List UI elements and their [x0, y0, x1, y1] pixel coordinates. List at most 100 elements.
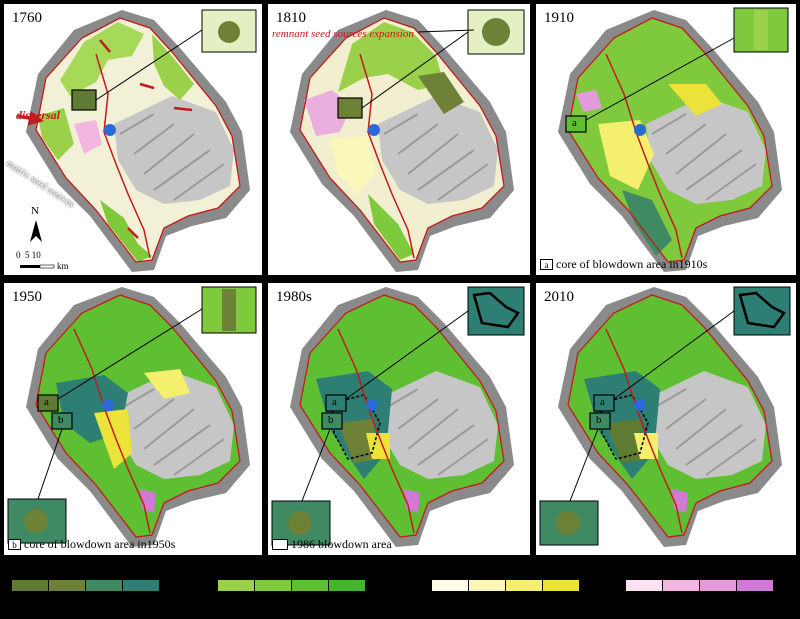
- panel-year: 1760: [12, 10, 42, 26]
- legend-group-4: [626, 580, 773, 591]
- pink-patch: [74, 120, 102, 154]
- inset-leader: [37, 428, 63, 500]
- panel-year: 2010: [544, 289, 574, 305]
- caption-key: [272, 539, 288, 550]
- map-panel-1810: 1810 remnant seed sources expansion: [268, 4, 530, 275]
- inset-box-b: [321, 412, 343, 430]
- olive-zone: [418, 72, 464, 114]
- map-1760: [17, 9, 257, 272]
- yellow-zone: [598, 120, 654, 190]
- edge-green: [38, 108, 74, 160]
- edge-green: [60, 22, 144, 96]
- inset-leader: [585, 37, 735, 121]
- inset-leader: [345, 310, 469, 400]
- edge-green: [100, 200, 152, 262]
- relief-texture: [651, 113, 757, 201]
- inset-leader: [95, 29, 203, 101]
- arrow: [127, 227, 139, 239]
- legend-group-3: [432, 580, 579, 591]
- yellow-zone: [144, 369, 190, 399]
- center-marker: [368, 124, 380, 136]
- boundary-line: [299, 294, 505, 538]
- box-label-a: a: [600, 396, 605, 408]
- map-1980s: [271, 286, 525, 547]
- boundary-line: [567, 294, 773, 538]
- inner-boundary: [605, 328, 683, 534]
- map-panel-1760: 1760 dispersal matrix seed sources N 0 5…: [4, 4, 262, 275]
- legend-swatch: [700, 580, 736, 591]
- center-marker: [102, 399, 114, 411]
- inset-box: [71, 89, 97, 111]
- map-1910: [558, 7, 789, 272]
- inner-boundary: [359, 53, 415, 259]
- boundary-line: [35, 294, 241, 538]
- legend-swatch: [86, 580, 122, 591]
- box-label-a: a: [332, 396, 337, 408]
- legend-swatch: [123, 580, 159, 591]
- inner-boundary: [337, 328, 415, 534]
- map-panel-2010: 2010 a b: [536, 283, 796, 555]
- relief-texture: [383, 113, 489, 201]
- teal-zone: [622, 190, 672, 256]
- relief-texture: [119, 388, 225, 476]
- legend-swatch: [469, 580, 505, 591]
- inset-box-a: [593, 394, 615, 412]
- map-1810: [290, 9, 525, 272]
- green-zone: [338, 22, 444, 92]
- legend-swatch: [626, 580, 662, 591]
- inset-box: [337, 97, 363, 119]
- north-arrow-icon: [30, 220, 42, 242]
- label-dispersal: dispersal: [16, 108, 61, 122]
- inset-box-a: [37, 394, 59, 412]
- legend-swatch: [49, 580, 85, 591]
- pink-zone: [576, 90, 602, 112]
- scale-bar: [39, 264, 55, 269]
- legend-group-1: [12, 580, 159, 591]
- map-2010: [539, 286, 791, 547]
- panel-year: 1950: [12, 289, 42, 305]
- yellow-zone: [330, 136, 376, 194]
- scale-ticks: 0 5 10: [16, 250, 41, 260]
- map-panel-1980s: 1980s a b 1986 blowdown area: [268, 283, 530, 555]
- relief-texture: [383, 388, 489, 476]
- edge-green: [152, 34, 194, 100]
- yellow-zone: [668, 84, 722, 116]
- caption-1950: b core of blowdown area in1950s: [8, 537, 175, 552]
- arrow: [173, 106, 193, 112]
- inset-core: [482, 18, 510, 46]
- boundary-line: [567, 17, 773, 263]
- inner-boundary: [605, 53, 683, 259]
- label-remnant-seed-sources: remnant seed sources expansion: [272, 28, 414, 40]
- map-1950: [7, 286, 257, 547]
- arrow: [17, 110, 44, 126]
- box-label-a: a: [572, 117, 577, 129]
- legend-swatch: [506, 580, 542, 591]
- north-label: N: [31, 205, 39, 217]
- inset-core: [218, 21, 240, 43]
- legend-swatch: [663, 580, 699, 591]
- panel-year: 1980s: [276, 289, 312, 305]
- caption-key: b: [8, 539, 21, 550]
- box-label-a: a: [44, 396, 49, 408]
- legend-group-2: [218, 580, 365, 591]
- caption-key: a: [540, 259, 553, 270]
- caption-1980s: 1986 blowdown area: [272, 537, 392, 552]
- caption-1910: a core of blowdown area in1910s: [540, 257, 707, 272]
- arrow: [139, 82, 155, 90]
- map-panel-1910: 1910 a a core of blowdown area in1910s: [536, 4, 796, 275]
- caption-text: 1986 blowdown area: [291, 537, 392, 551]
- legend-swatch: [543, 580, 579, 591]
- legend-swatch: [12, 580, 48, 591]
- green-zone: [368, 194, 414, 260]
- legend-swatch: [292, 580, 328, 591]
- panel-year: 1910: [544, 10, 574, 26]
- legend-swatch: [329, 580, 365, 591]
- center-marker: [366, 399, 378, 411]
- relief-texture: [651, 388, 757, 476]
- inset-leader: [301, 428, 331, 502]
- arrow: [99, 39, 111, 53]
- legend-swatch: [255, 580, 291, 591]
- relief-texture: [119, 113, 225, 201]
- map-panel-1950: 1950 a b b core of blowdown area in1950s: [4, 283, 262, 555]
- inset-leader: [57, 308, 203, 400]
